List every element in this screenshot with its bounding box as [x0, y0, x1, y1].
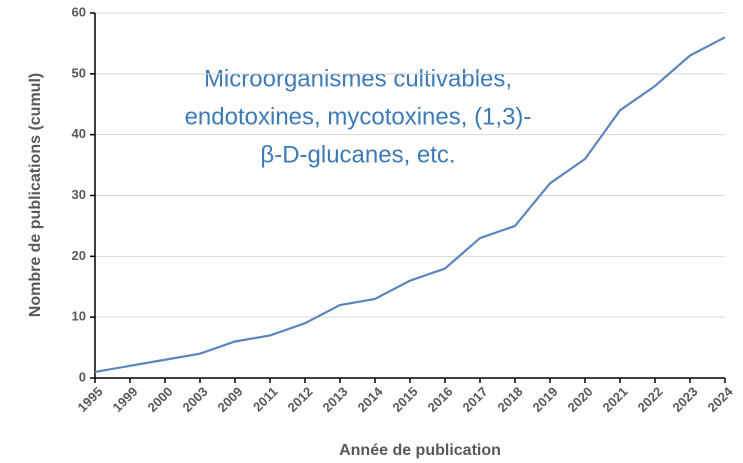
y-tick-label: 0	[79, 369, 86, 384]
x-tick-label: 2016	[424, 384, 455, 415]
annotation: Microorganismes cultivables,	[204, 65, 512, 92]
x-tick-label: 1999	[109, 384, 140, 415]
x-tick-label: 2022	[634, 384, 665, 415]
x-tick-label: 2012	[284, 384, 315, 415]
x-tick-label: 2014	[354, 383, 386, 415]
x-axis-title: Année de publication	[339, 442, 501, 459]
x-tick-label: 2013	[319, 384, 350, 415]
y-tick-label: 60	[72, 4, 86, 19]
y-tick-label: 50	[72, 65, 86, 80]
x-tick-label: 2015	[389, 384, 420, 415]
annotation: β-D-glucanes, etc.	[260, 141, 455, 168]
y-tick-label: 20	[72, 248, 86, 263]
x-tick-label: 2020	[564, 384, 595, 415]
x-tick-label: 2023	[669, 384, 700, 415]
x-tick-label: 2017	[459, 384, 490, 415]
x-tick-label: 2018	[494, 384, 525, 415]
x-tick-label: 2024	[704, 383, 736, 415]
y-tick-label: 30	[72, 187, 86, 202]
y-axis-title: Nombre de publications (cumul)	[27, 73, 44, 317]
data-line	[94, 36, 726, 374]
x-tick-label: 2011	[250, 384, 281, 415]
annotation: endotoxines, mycotoxines, (1,3)-	[185, 103, 532, 130]
x-tick-label: 1995	[74, 384, 105, 415]
x-tick-label: 2000	[144, 384, 175, 415]
y-tick-label: 40	[72, 126, 86, 141]
x-tick-label: 2021	[599, 384, 630, 415]
x-tick-label: 2003	[179, 384, 210, 415]
x-tick-label: 2019	[529, 384, 560, 415]
x-tick-label: 2009	[214, 384, 245, 415]
y-tick-label: 10	[72, 309, 86, 324]
